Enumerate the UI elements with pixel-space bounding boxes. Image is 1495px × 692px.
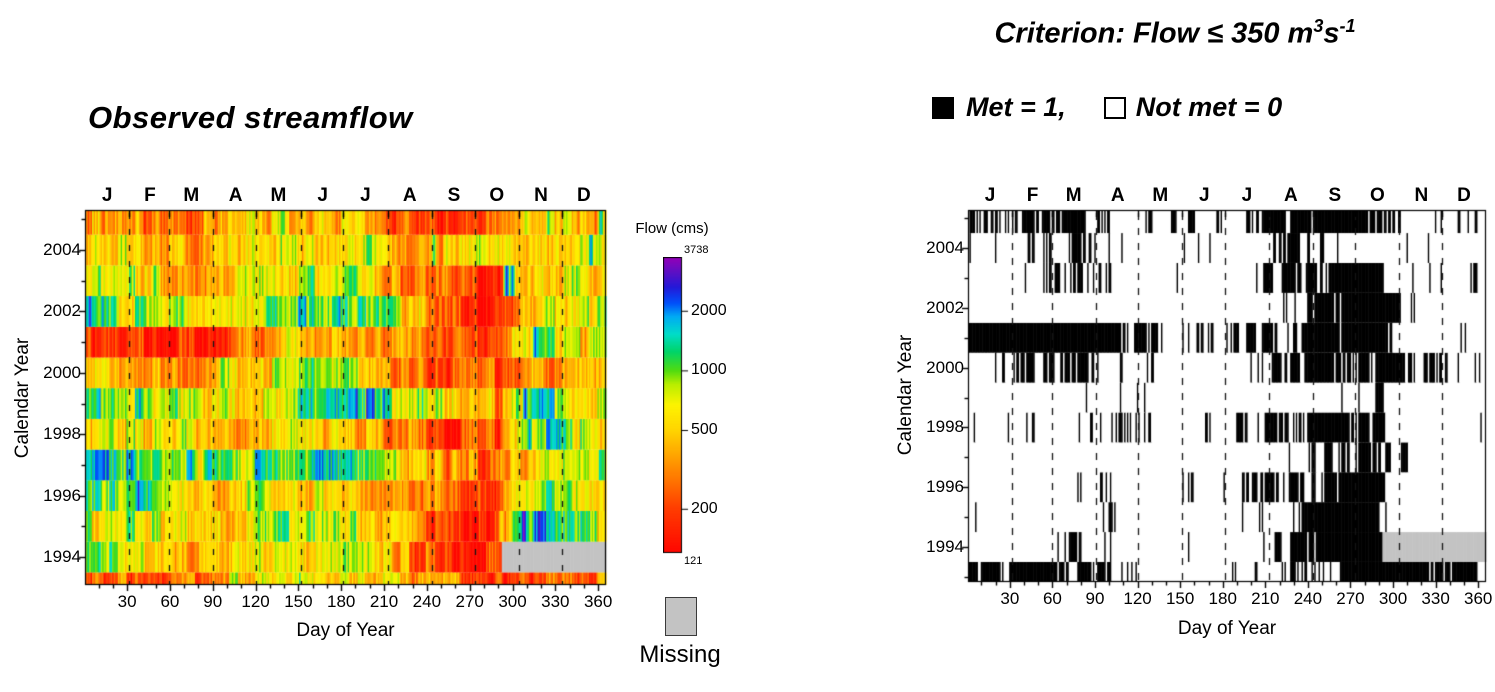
month-label: A (1110, 185, 1125, 206)
month-label: M (1152, 185, 1169, 206)
criterion-binary-canvas (958, 200, 1495, 592)
right-panel-title: Criterion: Flow ≤ 350 m3s-1 (930, 16, 1420, 51)
colorbar-max-label: 3738 (684, 244, 709, 256)
x-tick-label: 180 (1208, 589, 1237, 608)
x-tick-label: 240 (1293, 589, 1323, 608)
month-label: J (1198, 185, 1210, 206)
x-tick-label: 120 (241, 592, 270, 611)
x-tick-label: 150 (284, 592, 313, 611)
month-label: J (101, 185, 113, 206)
month-label: A (228, 185, 243, 206)
month-label: J (984, 185, 996, 206)
colorbar: Flow (cms) 3738 121 2000 1000 500 200 (635, 220, 765, 590)
missing-data-label: Missing (639, 641, 721, 668)
y-tick-label: 1998 (43, 424, 81, 444)
x-tick-label: 240 (412, 592, 442, 611)
y-tick-label: 1994 (926, 537, 964, 556)
month-label: F (144, 185, 156, 206)
x-tick-label: 360 (583, 592, 613, 611)
y-tick-label: 1994 (43, 547, 81, 566)
month-label: F (1026, 185, 1039, 206)
colorbar-tick-label: 500 (691, 420, 718, 438)
met-label: Met = 1, (966, 92, 1066, 122)
y-tick-label: 2004 (926, 238, 964, 257)
month-label: J (360, 185, 371, 206)
x-tick-label: 270 (1336, 589, 1365, 608)
colorbar-min-label: 121 (684, 555, 703, 567)
x-tick-label: 150 (1165, 589, 1195, 608)
criterion-unit-s: s (1323, 17, 1340, 50)
missing-data-swatch (665, 597, 697, 636)
x-tick-label: 210 (369, 592, 399, 611)
x-tick-label: 60 (160, 592, 180, 611)
left-y-axis-title: Calendar Year (12, 337, 33, 459)
criterion-sup-inverse: -1 (1339, 16, 1356, 36)
month-label: M (183, 185, 200, 206)
month-label: N (1414, 185, 1429, 206)
month-label: O (1370, 185, 1385, 206)
month-label: A (1283, 185, 1298, 206)
y-tick-label: 2004 (43, 240, 81, 259)
month-label: J (1241, 185, 1253, 206)
colorbar-tick-label: 1000 (691, 361, 727, 379)
colorbar-gradient-canvas (663, 257, 690, 554)
x-tick-label: 270 (455, 592, 484, 611)
month-label: O (489, 185, 505, 206)
y-tick-label: 2000 (43, 362, 81, 382)
y-tick-label: 1998 (926, 417, 964, 437)
month-label: S (447, 185, 461, 206)
x-tick-label: 300 (1378, 589, 1408, 608)
month-label: S (1328, 185, 1342, 206)
observed-streamflow-heatmap-canvas (75, 200, 616, 595)
x-tick-label: 90 (203, 592, 223, 611)
x-tick-label: 330 (1421, 589, 1450, 608)
not-met-label: Not met = 0 (1135, 92, 1283, 122)
y-tick-label: 2000 (926, 357, 964, 377)
month-label: N (534, 185, 548, 206)
x-tick-label: 60 (1042, 589, 1062, 608)
not-met-swatch-icon (1103, 96, 1126, 119)
y-tick-label: 2002 (926, 297, 964, 317)
x-tick-label: 360 (1464, 589, 1493, 608)
left-panel-title: Observed streamflow (88, 100, 413, 135)
x-tick-label: 210 (1251, 589, 1280, 608)
x-tick-label: 30 (117, 592, 137, 611)
colorbar-title: Flow (cms) (635, 220, 709, 237)
month-label: D (1457, 185, 1471, 206)
left-x-axis-title: Day of Year (296, 620, 395, 641)
criterion-text: Criterion: Flow ≤ 350 m (994, 17, 1314, 50)
month-label: M (270, 185, 287, 206)
x-tick-label: 30 (1000, 589, 1020, 608)
month-label: M (1065, 185, 1082, 206)
right-y-axis-title: Calendar Year (895, 334, 916, 456)
criterion-met-plot: J F M A M J J A S O N D 30 60 90 120 150 180 210 240 270 300… (895, 186, 1495, 660)
x-tick-label: 300 (498, 592, 527, 611)
x-tick-label: 90 (1085, 589, 1105, 608)
observed-streamflow-plot: J F M A M J J A S O N D 30 60 90 120 150 180 210 240 270 300… (12, 186, 616, 660)
y-tick-label: 1996 (926, 477, 964, 497)
y-tick-label: 1996 (43, 485, 81, 505)
right-x-axis-title: Day of Year (1177, 618, 1277, 639)
month-label: A (402, 185, 417, 206)
x-tick-label: 180 (327, 592, 356, 611)
x-tick-label: 120 (1123, 589, 1152, 608)
x-tick-label: 330 (541, 592, 570, 611)
criterion-legend: Met = 1, Not met = 0 (932, 92, 1412, 123)
colorbar-tick-label: 2000 (691, 301, 727, 319)
month-label: D (577, 185, 591, 206)
colorbar-tick-label: 200 (691, 499, 718, 517)
criterion-sup-cubed: 3 (1313, 16, 1324, 36)
month-label: J (317, 185, 328, 206)
y-tick-label: 2002 (43, 301, 81, 321)
met-swatch-icon (932, 96, 954, 119)
